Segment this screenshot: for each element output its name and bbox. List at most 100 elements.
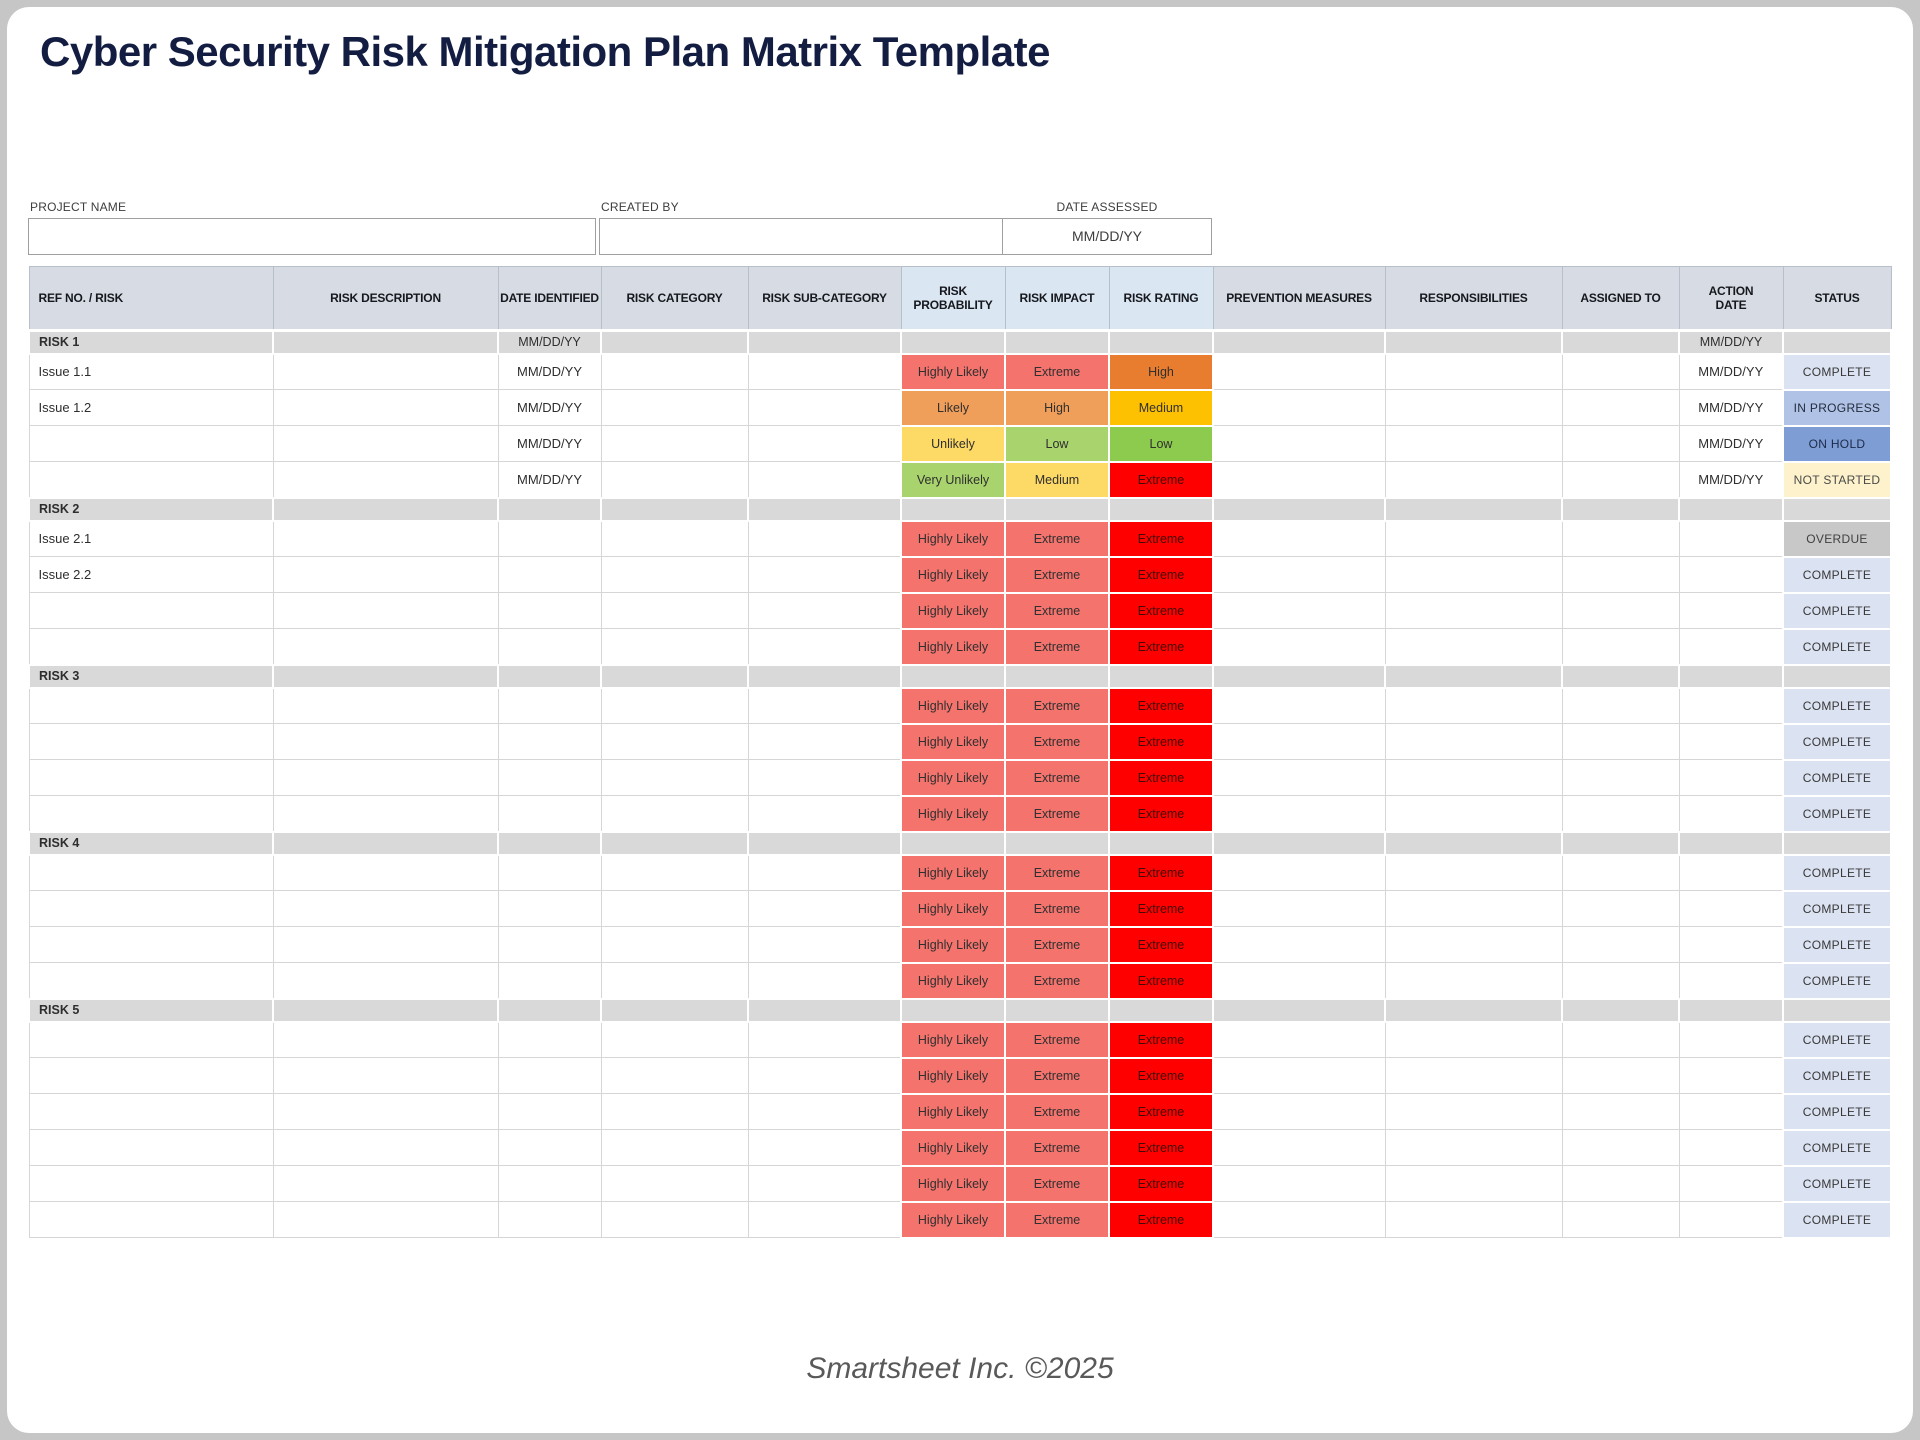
section-cell-risk-probability[interactable] [900,830,1006,856]
chip-risk-rating[interactable]: Extreme [1108,460,1214,499]
cell-prevention-measures[interactable] [1212,520,1386,557]
cell-assigned-to[interactable] [1561,759,1680,796]
chip-risk-probability[interactable]: Highly Likely [900,1020,1006,1059]
cell-action-date[interactable] [1678,592,1784,629]
cell-date-identified[interactable] [497,628,602,665]
cell-risk-sub-category[interactable] [747,1129,902,1166]
cell-risk-description[interactable] [272,1057,499,1094]
cell-ref-no-risk[interactable] [28,1057,274,1094]
chip-risk-rating[interactable]: Extreme [1108,555,1214,594]
status-badge[interactable]: IN PROGRESS [1782,388,1892,427]
section-cell-prevention-measures[interactable] [1212,496,1386,522]
cell-prevention-measures[interactable] [1212,687,1386,724]
cell-ref-no-risk[interactable]: Issue 1.2 [28,389,274,426]
chip-risk-rating[interactable]: Extreme [1108,1164,1214,1203]
chip-risk-impact[interactable]: Extreme [1004,1164,1110,1203]
cell-risk-sub-category[interactable] [747,795,902,832]
cell-responsibilities[interactable] [1384,1165,1563,1202]
cell-risk-category[interactable] [600,556,749,593]
cell-responsibilities[interactable] [1384,723,1563,760]
cell-risk-sub-category[interactable] [747,890,902,927]
chip-risk-impact[interactable]: Extreme [1004,961,1110,1000]
cell-risk-sub-category[interactable] [747,461,902,498]
cell-risk-sub-category[interactable] [747,962,902,999]
section-cell-risk-impact[interactable] [1004,496,1110,522]
cell-risk-category[interactable] [600,759,749,796]
section-cell-risk-category[interactable] [600,830,749,856]
cell-responsibilities[interactable] [1384,854,1563,891]
created-by-input[interactable] [599,218,1003,255]
section-cell-action-date[interactable] [1678,496,1784,522]
cell-risk-category[interactable] [600,723,749,760]
cell-prevention-measures[interactable] [1212,592,1386,629]
cell-ref-no-risk[interactable] [28,592,274,629]
cell-risk-description[interactable] [272,425,499,462]
cell-assigned-to[interactable] [1561,425,1680,462]
status-badge[interactable]: COMPLETE [1782,1020,1892,1059]
cell-risk-sub-category[interactable] [747,723,902,760]
section-cell-risk-impact[interactable] [1004,663,1110,689]
section-cell-responsibilities[interactable] [1384,329,1563,355]
cell-action-date[interactable] [1678,1165,1784,1202]
cell-action-date[interactable]: MM/DD/YY [1678,461,1784,498]
status-badge[interactable]: COMPLETE [1782,889,1892,928]
cell-action-date[interactable] [1678,1201,1784,1238]
cell-ref-no-risk[interactable]: Issue 2.2 [28,556,274,593]
chip-risk-impact[interactable]: Extreme [1004,794,1110,833]
section-cell-risk-rating[interactable] [1108,496,1214,522]
cell-action-date[interactable]: MM/DD/YY [1678,389,1784,426]
chip-risk-probability[interactable]: Very Unlikely [900,460,1006,499]
section-cell-status[interactable] [1782,830,1892,856]
cell-assigned-to[interactable] [1561,1129,1680,1166]
cell-risk-description[interactable] [272,1201,499,1238]
date-assessed-input[interactable]: MM/DD/YY [1002,218,1212,255]
section-cell-risk-rating[interactable] [1108,663,1214,689]
cell-risk-sub-category[interactable] [747,1057,902,1094]
cell-assigned-to[interactable] [1561,1093,1680,1130]
cell-responsibilities[interactable] [1384,1129,1563,1166]
cell-risk-description[interactable] [272,1165,499,1202]
section-cell-risk-rating[interactable] [1108,997,1214,1023]
cell-risk-sub-category[interactable] [747,926,902,963]
cell-risk-sub-category[interactable] [747,353,902,390]
cell-assigned-to[interactable] [1561,926,1680,963]
cell-prevention-measures[interactable] [1212,926,1386,963]
cell-action-date[interactable] [1678,1021,1784,1058]
chip-risk-probability[interactable]: Highly Likely [900,961,1006,1000]
cell-risk-description[interactable] [272,628,499,665]
cell-risk-category[interactable] [600,854,749,891]
status-badge[interactable]: COMPLETE [1782,627,1892,666]
cell-risk-sub-category[interactable] [747,1093,902,1130]
status-badge[interactable]: COMPLETE [1782,1200,1892,1239]
chip-risk-rating[interactable]: Extreme [1108,758,1214,797]
cell-ref-no-risk[interactable] [28,425,274,462]
chip-risk-rating[interactable]: Medium [1108,388,1214,427]
chip-risk-impact[interactable]: Extreme [1004,352,1110,391]
cell-prevention-measures[interactable] [1212,461,1386,498]
cell-action-date[interactable]: MM/DD/YY [1678,425,1784,462]
section-cell-risk-impact[interactable] [1004,329,1110,355]
chip-risk-impact[interactable]: Extreme [1004,627,1110,666]
cell-responsibilities[interactable] [1384,1021,1563,1058]
cell-assigned-to[interactable] [1561,461,1680,498]
cell-risk-category[interactable] [600,795,749,832]
chip-risk-probability[interactable]: Highly Likely [900,889,1006,928]
chip-risk-probability[interactable]: Unlikely [900,424,1006,463]
cell-risk-category[interactable] [600,425,749,462]
chip-risk-impact[interactable]: Extreme [1004,1128,1110,1167]
cell-assigned-to[interactable] [1561,1165,1680,1202]
section-cell-assigned-to[interactable] [1561,663,1680,689]
cell-risk-category[interactable] [600,1165,749,1202]
cell-responsibilities[interactable] [1384,389,1563,426]
section-cell-risk-sub-category[interactable] [747,329,902,355]
chip-risk-impact[interactable]: Extreme [1004,686,1110,725]
chip-risk-rating[interactable]: Extreme [1108,1020,1214,1059]
cell-action-date[interactable] [1678,890,1784,927]
status-badge[interactable]: COMPLETE [1782,925,1892,964]
chip-risk-impact[interactable]: Extreme [1004,555,1110,594]
cell-risk-description[interactable] [272,962,499,999]
section-cell-risk-probability[interactable] [900,496,1006,522]
cell-responsibilities[interactable] [1384,759,1563,796]
cell-date-identified[interactable] [497,687,602,724]
cell-risk-sub-category[interactable] [747,592,902,629]
